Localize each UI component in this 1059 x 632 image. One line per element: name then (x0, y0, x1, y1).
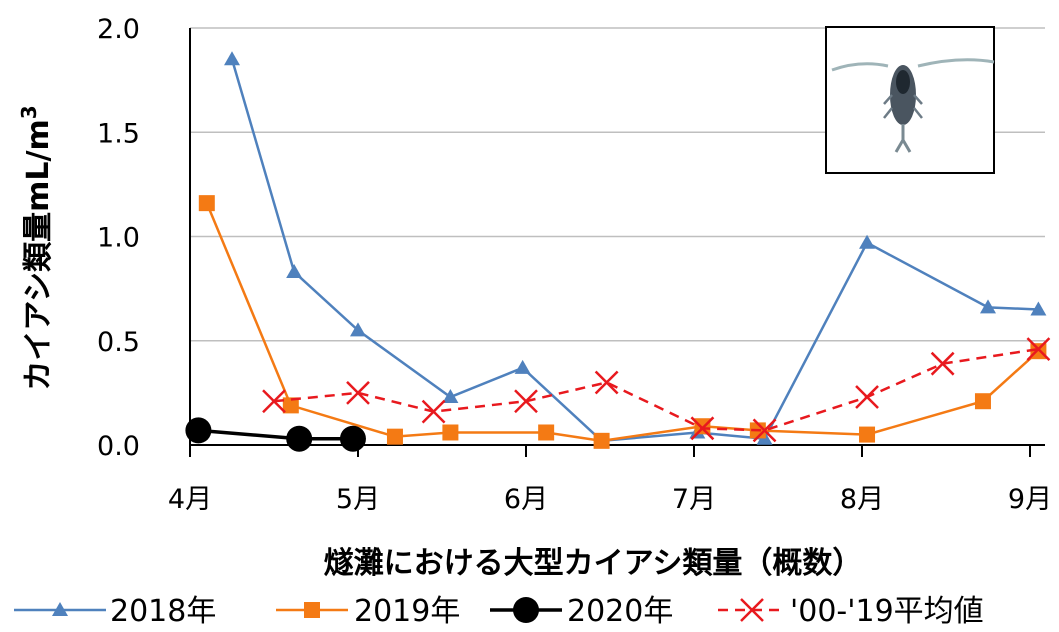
legend-label: 2020年 (567, 594, 673, 629)
legend-item: '00-'19平均値 (718, 594, 984, 629)
data-point (930, 351, 955, 376)
data-point (514, 389, 538, 414)
data-point (442, 389, 459, 404)
data-point (752, 418, 777, 443)
y-tick-label: 0.0 (97, 431, 140, 462)
data-point (286, 425, 313, 452)
data-point (594, 370, 619, 395)
x-stroke (752, 418, 777, 443)
x-stroke (346, 380, 370, 405)
x-stroke (1026, 337, 1051, 361)
data-point (974, 393, 991, 410)
x-stroke (262, 389, 286, 414)
data-point (855, 385, 879, 409)
x-tick-label: 4月 (168, 484, 212, 515)
data-point (282, 397, 299, 414)
series-3 (262, 337, 1051, 443)
x-tick-label: 6月 (504, 484, 548, 515)
data-point (350, 322, 366, 337)
legend-item: 2019年 (276, 594, 460, 629)
data-point (286, 263, 303, 278)
x-stroke (930, 351, 955, 376)
series-1 (198, 195, 1047, 449)
series-line (205, 202, 1040, 443)
data-point (538, 424, 555, 441)
copepod-photo-icon (825, 26, 995, 174)
data-point (262, 389, 286, 414)
x-tick-label: 5月 (336, 484, 380, 515)
data-point (224, 51, 240, 66)
x-tick-label: 8月 (840, 484, 884, 515)
x-stroke (514, 389, 538, 414)
y-tick-label: 1.5 (97, 118, 140, 149)
x-tick-label: 7月 (672, 484, 716, 515)
legend-marker (513, 597, 539, 623)
data-point (514, 359, 531, 374)
x-tick-label: 9月 (1008, 484, 1052, 515)
legend-item: 2018年 (14, 594, 216, 629)
data-point (859, 234, 876, 249)
data-point (386, 428, 403, 445)
legend-item: 2020年 (490, 594, 673, 629)
x-stroke (690, 416, 715, 441)
y-tick-label: 2.0 (97, 14, 140, 45)
data-point (346, 380, 370, 405)
x-tick-labels: 4月 5月 6月 7月 8月 9月 (168, 484, 1052, 515)
series-line (198, 428, 353, 441)
data-point (859, 426, 876, 443)
data-point (198, 195, 215, 212)
x-stroke (594, 370, 619, 395)
series-layer (185, 51, 1051, 452)
x-stroke (421, 399, 446, 424)
y-axis-title: カイアシ類量mL/m3 (17, 105, 56, 390)
legend: 2018年 2019年 2020年 '00-'19平均値 (14, 594, 984, 629)
legend-marker (52, 602, 68, 616)
data-point (593, 432, 610, 449)
series-2 (185, 417, 366, 452)
legend-label: 2019年 (354, 594, 460, 629)
data-point (339, 425, 366, 452)
data-point (694, 418, 711, 435)
data-point (442, 424, 459, 441)
y-axis-title-sup: 3 (17, 105, 41, 119)
x-stroke (740, 598, 764, 622)
legend-label: 2018年 (110, 594, 216, 629)
x-axis-title: 燧灘における大型カイアシ類量（概数） (324, 546, 863, 581)
data-point (690, 416, 715, 441)
data-point (421, 399, 446, 424)
series-line (273, 347, 1039, 432)
x-stroke (855, 385, 879, 409)
data-point (1030, 343, 1047, 360)
data-point (1026, 337, 1051, 361)
legend-marker (304, 602, 320, 618)
y-axis-title-main: カイアシ類量mL/m (21, 119, 56, 390)
data-point (1030, 301, 1047, 316)
y-tick-labels: 0.0 0.5 1.0 1.5 2.0 (97, 14, 140, 462)
data-point (980, 299, 996, 314)
y-tick-label: 0.5 (97, 327, 140, 358)
axes (189, 28, 1045, 457)
data-point (185, 417, 212, 444)
legend-marker (740, 598, 764, 622)
legend-label: '00-'19平均値 (790, 594, 984, 629)
y-tick-label: 1.0 (97, 223, 140, 254)
